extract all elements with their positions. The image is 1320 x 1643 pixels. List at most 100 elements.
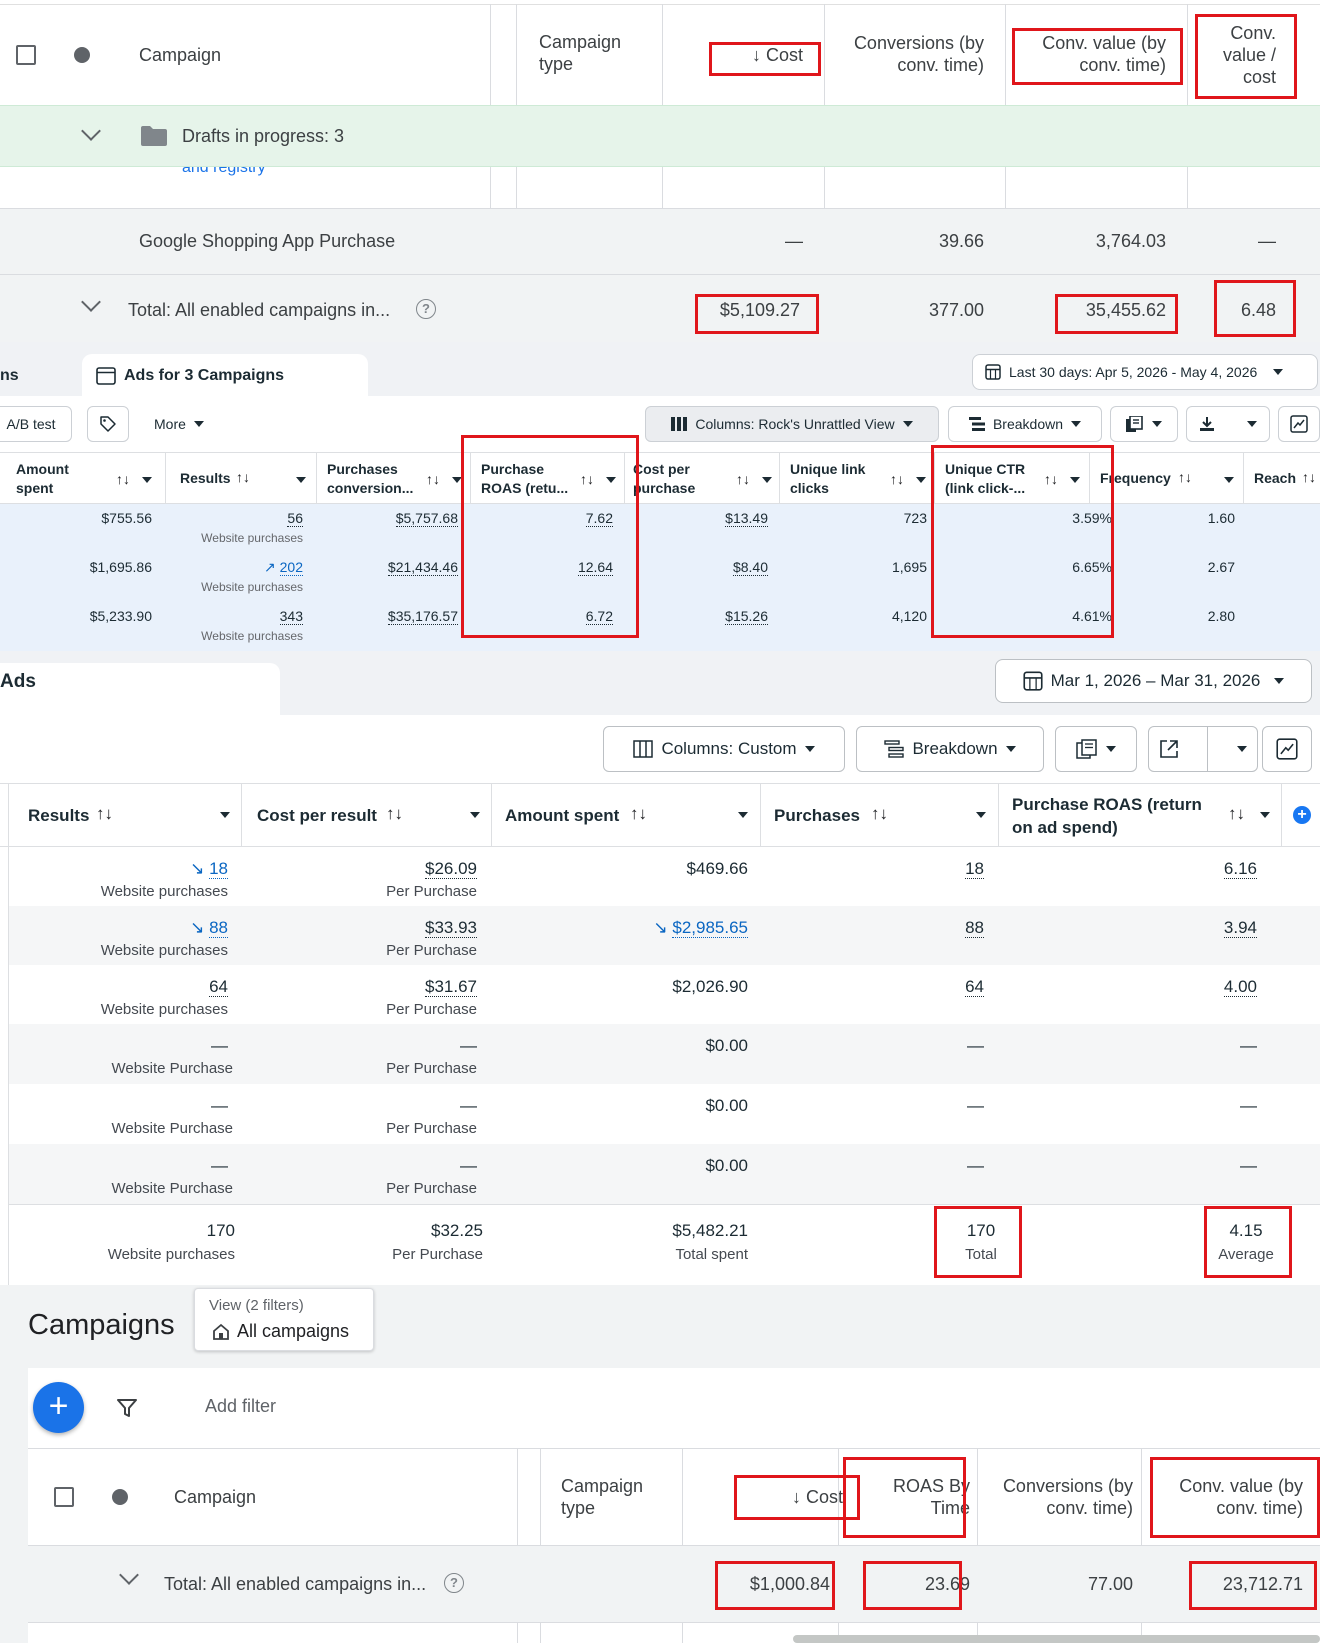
table-row[interactable]: $755.56 56 Website purchases $5,757.68 7…: [101, 510, 1235, 545]
tab-bar: Ads Mar 1, 2026 – Mar 31, 2026: [0, 651, 1320, 715]
sort-icon[interactable]: ↑↓: [236, 469, 250, 485]
table-row[interactable]: — Website Purchase — Per Purchase $0.00 …: [9, 1144, 1320, 1204]
col-unique-link-clicks[interactable]: Unique link clicks: [790, 461, 866, 496]
view-selector[interactable]: View (2 filters) All campaigns: [194, 1288, 374, 1351]
date-range-picker[interactable]: Last 30 days: Apr 5, 2026 - May 4, 2026: [972, 354, 1318, 390]
select-all-checkbox[interactable]: [16, 45, 36, 65]
sort-icon[interactable]: ↑↓: [116, 471, 130, 487]
add-campaign-plus-icon[interactable]: +: [33, 1382, 84, 1433]
caret-down-icon[interactable]: [738, 812, 748, 818]
breakdown-icon: [968, 417, 985, 431]
columns-button[interactable]: Columns: Custom: [603, 726, 845, 772]
col-purchase-roas[interactable]: Purchase ROAS (return on ad spend): [1012, 795, 1202, 837]
col-results[interactable]: Results: [28, 806, 90, 825]
more-button[interactable]: More: [144, 406, 224, 442]
filter-icon[interactable]: [116, 1397, 138, 1419]
col-conv-value[interactable]: Conv. value (by conv. time): [1179, 1476, 1303, 1518]
sort-icon[interactable]: ↑↓: [386, 804, 403, 823]
columns-button[interactable]: Columns: Rock's Unrattled View: [645, 406, 939, 442]
chevron-down-icon[interactable]: [119, 1565, 139, 1585]
table-row[interactable]: ↘ 18 Website purchases $26.09 Per Purcha…: [9, 847, 1320, 906]
partial-campaign-link[interactable]: and registry: [182, 167, 266, 176]
horizontal-scrollbar[interactable]: [793, 1635, 1320, 1643]
col-purchases-conversion[interactable]: Purchases conversion...: [327, 461, 414, 496]
tab-ads[interactable]: Ads: [0, 663, 280, 715]
sort-icon[interactable]: ↑↓: [426, 471, 440, 487]
sort-icon[interactable]: ↑↓: [580, 471, 594, 487]
col-roas-by-time[interactable]: ROAS By Time: [892, 1476, 970, 1518]
table-row[interactable]: Google Shopping App Purchase — 39.66 3,7…: [0, 208, 1320, 274]
caret-down-icon[interactable]: [976, 812, 986, 818]
caret-down-icon[interactable]: [1070, 477, 1080, 483]
col-amount-spent[interactable]: Amount spent: [505, 806, 620, 825]
chart-button[interactable]: [1278, 406, 1320, 442]
add-filter-button[interactable]: Add filter: [205, 1396, 277, 1416]
col-results[interactable]: Results: [180, 470, 231, 486]
caret-down-icon[interactable]: [220, 812, 230, 818]
caret-down-icon[interactable]: [1260, 812, 1270, 818]
sort-icon[interactable]: ↑↓: [871, 804, 888, 823]
col-conversions[interactable]: Conversions (by conv. time): [1002, 1476, 1133, 1518]
sort-icon[interactable]: ↑↓: [96, 804, 113, 823]
col-conv-value[interactable]: Conv. value (by conv. time): [1042, 33, 1166, 75]
caret-down-icon[interactable]: [1224, 477, 1234, 483]
chart-button[interactable]: [1262, 726, 1312, 772]
col-purchases[interactable]: Purchases: [774, 806, 860, 825]
export-button[interactable]: [1186, 406, 1270, 442]
col-campaign[interactable]: Campaign: [139, 45, 222, 65]
help-icon[interactable]: ?: [444, 1573, 464, 1593]
col-cost[interactable]: ↓ Cost: [751, 45, 803, 65]
folder-icon: [141, 126, 167, 146]
table-row[interactable]: — Website Purchase — Per Purchase $0.00 …: [9, 1084, 1320, 1144]
caret-down-icon[interactable]: [296, 477, 306, 483]
export-button[interactable]: [1148, 726, 1258, 772]
tab-campaigns-partial[interactable]: ns: [0, 367, 19, 384]
sort-icon[interactable]: ↑↓: [1228, 804, 1245, 823]
select-all-checkbox[interactable]: [54, 1487, 74, 1507]
chevron-down-icon[interactable]: [81, 121, 101, 141]
col-cost[interactable]: ↓ Cost: [791, 1487, 843, 1507]
breakdown-button[interactable]: Breakdown: [856, 726, 1044, 772]
breakdown-button[interactable]: Breakdown: [948, 406, 1102, 442]
col-conv-value-cost[interactable]: Conv. value / cost: [1222, 23, 1276, 87]
sort-icon[interactable]: ↑↓: [1044, 471, 1058, 487]
date-range-picker[interactable]: Mar 1, 2026 – Mar 31, 2026: [995, 659, 1312, 703]
col-cost-per-result[interactable]: Cost per result: [257, 806, 377, 825]
sort-icon[interactable]: ↑↓: [630, 804, 647, 823]
col-frequency[interactable]: Frequency: [1100, 470, 1171, 486]
campaign-name[interactable]: Google Shopping App Purchase: [139, 231, 396, 251]
caret-down-icon[interactable]: [470, 812, 480, 818]
caret-down-icon[interactable]: [606, 477, 616, 483]
sort-icon[interactable]: ↑↓: [1178, 469, 1192, 485]
reports-button[interactable]: [1110, 406, 1178, 442]
reports-button[interactable]: [1055, 726, 1137, 772]
sort-icon[interactable]: ↑↓: [736, 471, 750, 487]
sort-icon[interactable]: ↑↓: [1302, 469, 1316, 485]
caret-down-icon[interactable]: [916, 477, 926, 483]
table-row[interactable]: ↘ 88 Website purchases $33.93 Per Purcha…: [9, 906, 1320, 965]
col-conversions[interactable]: Conversions (by conv. time): [853, 33, 984, 75]
col-campaign-type[interactable]: Campaign type: [539, 32, 622, 74]
help-icon[interactable]: ?: [416, 299, 436, 319]
col-campaign[interactable]: Campaign: [174, 1487, 257, 1507]
tab-ads-for-campaigns[interactable]: Ads for 3 Campaigns: [82, 354, 368, 398]
tag-button[interactable]: [87, 406, 129, 442]
sort-icon[interactable]: ↑↓: [890, 471, 904, 487]
drafts-row[interactable]: Drafts in progress: 3: [0, 105, 1320, 167]
caret-down-icon[interactable]: [762, 477, 772, 483]
col-amount-spent[interactable]: Amount spent: [16, 461, 69, 496]
col-campaign-type[interactable]: Campaign type: [561, 1476, 644, 1518]
table-row[interactable]: $1,695.86 ↗ 202 Website purchases $21,43…: [89, 559, 1235, 594]
col-reach[interactable]: Reach: [1254, 470, 1297, 486]
table-row[interactable]: $5,233.90 343 Website purchases $35,176.…: [89, 608, 1235, 643]
ab-test-button[interactable]: A/B test: [0, 406, 72, 442]
table-row[interactable]: 64 Website purchases $31.67 Per Purchase…: [9, 965, 1320, 1024]
table-row[interactable]: — Website Purchase — Per Purchase $0.00 …: [9, 1024, 1320, 1084]
caret-down-icon[interactable]: [142, 477, 152, 483]
add-column-plus-icon[interactable]: +: [1293, 806, 1311, 824]
col-cost-per-purchase[interactable]: Cost per purchase: [633, 461, 696, 496]
chevron-down-icon[interactable]: [81, 292, 101, 312]
col-unique-ctr[interactable]: Unique CTR (link click-...: [945, 461, 1026, 496]
caret-down-icon[interactable]: [452, 477, 462, 483]
col-purchase-roas[interactable]: Purchase ROAS (retu...: [481, 461, 569, 496]
